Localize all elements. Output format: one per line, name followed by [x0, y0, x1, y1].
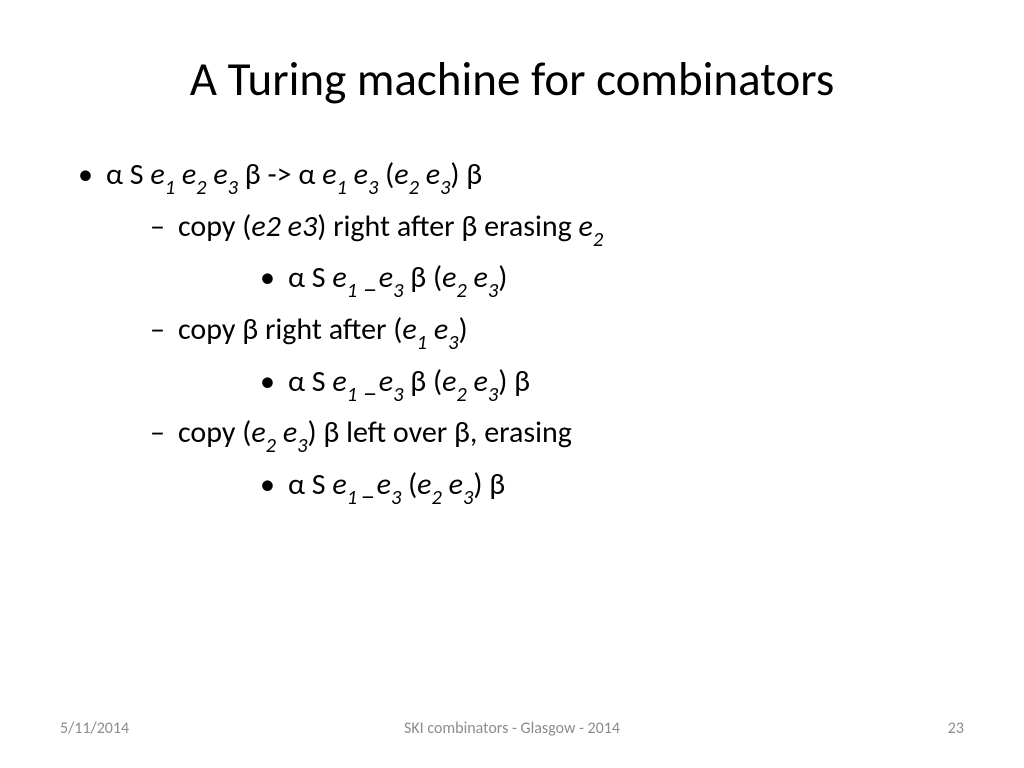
var-e: e — [377, 466, 391, 503]
subscript: 3 — [448, 331, 458, 355]
var-e: e — [213, 156, 227, 193]
var-e: e — [379, 259, 393, 296]
var-e: e — [579, 208, 593, 245]
subscript: 3 — [463, 486, 473, 510]
text — [276, 414, 283, 451]
slide-footer: 5/11/2014 SKI combinators - Glasgow - 20… — [0, 719, 1024, 738]
bullet-lvl2: copy β right after (e1 e3) α S e1 _e3 β … — [106, 307, 954, 408]
bullet-lvl3: α S e1 _e3 (e2 e3) β — [178, 462, 954, 512]
footer-date: 5/11/2014 — [60, 719, 129, 738]
subscript: 3 — [488, 383, 498, 407]
var-e: e — [442, 259, 456, 296]
subscript: 3 — [393, 279, 403, 303]
text: ) — [498, 259, 507, 296]
text: α S — [288, 259, 332, 296]
var-e: e — [442, 363, 456, 400]
text: α S — [106, 156, 150, 193]
var-e: e — [417, 466, 431, 503]
text: ) right after β erasing — [317, 208, 578, 245]
text: ) β — [450, 156, 482, 193]
text: α S — [288, 466, 332, 503]
text: ) — [458, 311, 467, 348]
subscript: 1 — [347, 279, 357, 303]
text: ) β left over β, erasing — [307, 414, 571, 451]
slide-content: α S e1 e2 e3 β -> α e1 e3 (e2 e3) β copy… — [70, 152, 954, 511]
text: β ( — [403, 363, 442, 400]
text: ( — [378, 156, 394, 193]
var-e: e — [283, 414, 297, 451]
var-e: e — [434, 311, 448, 348]
subscript: 2 — [266, 434, 276, 458]
var-e: e — [402, 311, 416, 348]
text — [175, 156, 182, 193]
text-gap: _ — [357, 259, 379, 296]
bullet-lvl3: α S e1 _e3 β (e2 e3) — [178, 255, 954, 305]
text: β ( — [403, 259, 442, 296]
subscript: 3 — [228, 176, 238, 200]
slide-title: A Turing machine for combinators — [70, 50, 954, 108]
text: ( — [401, 466, 417, 503]
var-e: e — [474, 363, 488, 400]
text: α S — [288, 363, 332, 400]
text-gap: _ — [357, 363, 379, 400]
var-e: e2 e3 — [251, 208, 317, 245]
subscript: 3 — [368, 176, 378, 200]
text: copy β right after ( — [178, 311, 402, 348]
bullet-lvl3: α S e1 _e3 β (e2 e3) β — [178, 359, 954, 409]
text — [427, 311, 434, 348]
bullet-lvl2: copy (e2 e3) β left over β, erasing α S … — [106, 410, 954, 511]
subscript: 2 — [196, 176, 206, 200]
slide: A Turing machine for combinators α S e1 … — [0, 0, 1024, 768]
subscript: 2 — [456, 279, 466, 303]
text: ) β — [473, 466, 505, 503]
subscript: 2 — [409, 176, 419, 200]
subscript: 3 — [391, 486, 401, 510]
var-e: e — [332, 466, 346, 503]
text — [442, 466, 449, 503]
text-gap: _ — [362, 466, 377, 503]
var-e: e — [150, 156, 164, 193]
footer-title: SKI combinators - Glasgow - 2014 — [0, 719, 1024, 738]
text: copy ( — [178, 414, 251, 451]
text: β -> α — [238, 156, 322, 193]
text — [467, 259, 474, 296]
var-e: e — [379, 363, 393, 400]
var-e: e — [251, 414, 265, 451]
subscript: 2 — [456, 383, 466, 407]
subscript: 1 — [337, 176, 347, 200]
subscript: 3 — [393, 383, 403, 407]
var-e: e — [182, 156, 196, 193]
subscript: 2 — [593, 228, 603, 252]
subscript: 1 — [165, 176, 175, 200]
subscript: 1 — [417, 331, 427, 355]
var-e: e — [426, 156, 440, 193]
bullet-lvl2: copy (e2 e3) right after β erasing e2 α … — [106, 204, 954, 305]
var-e: e — [332, 363, 346, 400]
subscript: 2 — [432, 486, 442, 510]
subscript: 3 — [488, 279, 498, 303]
subscript: 3 — [440, 176, 450, 200]
var-e: e — [354, 156, 368, 193]
text: copy ( — [178, 208, 251, 245]
var-e: e — [449, 466, 463, 503]
text: ) β — [498, 363, 530, 400]
var-e: e — [332, 259, 346, 296]
text — [467, 363, 474, 400]
subscript: 1 — [347, 383, 357, 407]
var-e: e — [394, 156, 408, 193]
text — [347, 156, 354, 193]
footer-page-number: 23 — [948, 719, 964, 738]
subscript: 3 — [297, 434, 307, 458]
bullet-lvl1: α S e1 e2 e3 β -> α e1 e3 (e2 e3) β copy… — [70, 152, 954, 511]
text — [419, 156, 426, 193]
var-e: e — [474, 259, 488, 296]
var-e: e — [322, 156, 336, 193]
subscript: 1 — [347, 486, 362, 510]
